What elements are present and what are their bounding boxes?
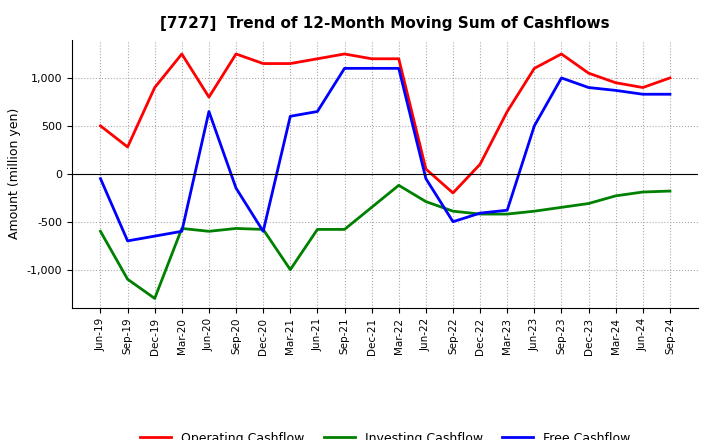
Operating Cashflow [530, 66, 539, 71]
Free Cashflow [476, 210, 485, 216]
Free Cashflow [665, 92, 674, 97]
Operating Cashflow [123, 144, 132, 150]
Operating Cashflow [421, 166, 430, 172]
Investing Cashflow [395, 183, 403, 188]
Investing Cashflow [665, 188, 674, 194]
Operating Cashflow [449, 191, 457, 196]
Operating Cashflow [286, 61, 294, 66]
Investing Cashflow [476, 211, 485, 216]
Operating Cashflow [557, 51, 566, 57]
Free Cashflow [150, 234, 159, 239]
Free Cashflow [639, 92, 647, 97]
Line: Investing Cashflow: Investing Cashflow [101, 185, 670, 298]
Free Cashflow [503, 208, 511, 213]
Free Cashflow [178, 229, 186, 234]
Free Cashflow [449, 219, 457, 224]
Investing Cashflow [639, 189, 647, 194]
Investing Cashflow [611, 193, 620, 198]
Free Cashflow [421, 176, 430, 181]
Title: [7727]  Trend of 12-Month Moving Sum of Cashflows: [7727] Trend of 12-Month Moving Sum of C… [161, 16, 610, 32]
Free Cashflow [611, 88, 620, 93]
Investing Cashflow [421, 199, 430, 204]
Free Cashflow [395, 66, 403, 71]
Investing Cashflow [286, 267, 294, 272]
Investing Cashflow [150, 296, 159, 301]
Operating Cashflow [204, 95, 213, 100]
Operating Cashflow [611, 80, 620, 85]
Operating Cashflow [503, 109, 511, 114]
Operating Cashflow [259, 61, 268, 66]
Operating Cashflow [150, 85, 159, 90]
Operating Cashflow [639, 85, 647, 90]
Free Cashflow [530, 123, 539, 128]
Investing Cashflow [341, 227, 349, 232]
Free Cashflow [232, 186, 240, 191]
Investing Cashflow [313, 227, 322, 232]
Operating Cashflow [367, 56, 376, 62]
Y-axis label: Amount (million yen): Amount (million yen) [8, 108, 21, 239]
Operating Cashflow [584, 70, 593, 76]
Line: Operating Cashflow: Operating Cashflow [101, 54, 670, 193]
Free Cashflow [123, 238, 132, 244]
Investing Cashflow [584, 201, 593, 206]
Operating Cashflow [476, 161, 485, 167]
Operating Cashflow [341, 51, 349, 57]
Free Cashflow [367, 66, 376, 71]
Free Cashflow [313, 109, 322, 114]
Free Cashflow [96, 176, 105, 181]
Operating Cashflow [96, 123, 105, 128]
Investing Cashflow [449, 209, 457, 214]
Operating Cashflow [232, 51, 240, 57]
Free Cashflow [204, 109, 213, 114]
Legend: Operating Cashflow, Investing Cashflow, Free Cashflow: Operating Cashflow, Investing Cashflow, … [135, 427, 635, 440]
Investing Cashflow [204, 229, 213, 234]
Operating Cashflow [313, 56, 322, 62]
Free Cashflow [584, 85, 593, 90]
Investing Cashflow [178, 226, 186, 231]
Free Cashflow [341, 66, 349, 71]
Investing Cashflow [557, 205, 566, 210]
Free Cashflow [557, 75, 566, 81]
Investing Cashflow [123, 277, 132, 282]
Line: Free Cashflow: Free Cashflow [101, 68, 670, 241]
Investing Cashflow [96, 229, 105, 234]
Operating Cashflow [665, 75, 674, 81]
Investing Cashflow [367, 205, 376, 210]
Investing Cashflow [503, 211, 511, 216]
Investing Cashflow [530, 209, 539, 214]
Free Cashflow [286, 114, 294, 119]
Investing Cashflow [259, 227, 268, 232]
Operating Cashflow [178, 51, 186, 57]
Operating Cashflow [395, 56, 403, 62]
Free Cashflow [259, 229, 268, 234]
Investing Cashflow [232, 226, 240, 231]
